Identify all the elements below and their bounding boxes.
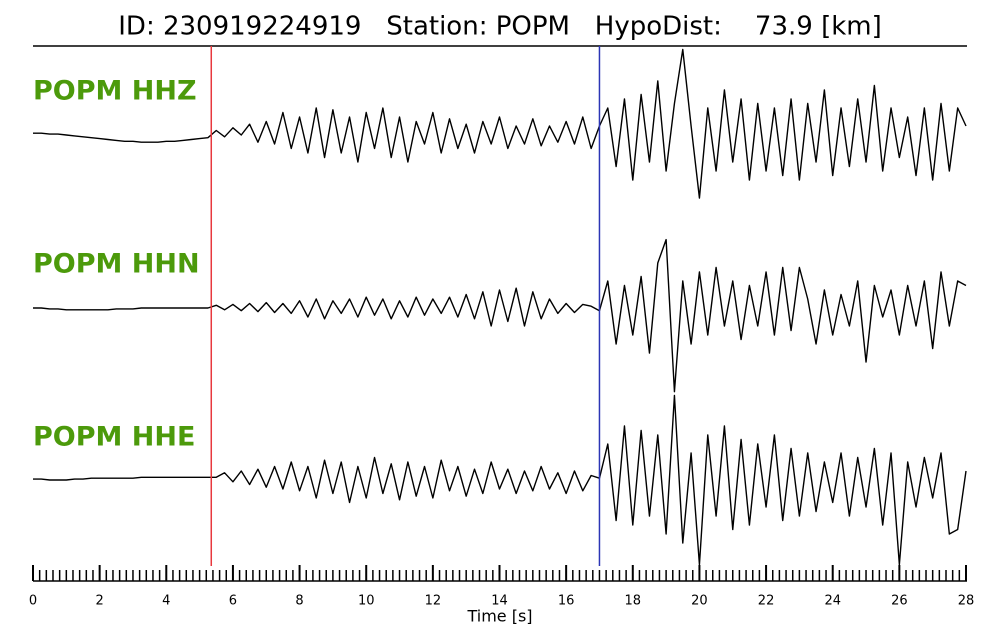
trace-label: POPM HHZ [33,76,197,107]
waveform [33,394,967,566]
x-tick-label: 12 [425,594,442,609]
x-tick-label: 2 [96,594,104,609]
trace-label: POPM HHE [33,422,195,453]
x-tick-label: 0 [29,594,37,609]
x-tick-label: 4 [162,594,170,609]
chart-title: ID: 230919224919 Station: POPM HypoDist:… [118,12,882,42]
x-tick-label: 14 [491,594,508,609]
x-tick-label: 24 [824,594,841,609]
trace-label: POPM HHN [33,249,200,280]
waveform [33,48,967,199]
x-tick-label: 26 [891,594,908,609]
x-tick-label: 6 [229,594,237,609]
x-tick-label: 22 [758,594,775,609]
waveform [33,238,967,393]
x-tick-label: 8 [295,594,303,609]
x-tick-label: 18 [625,594,642,609]
x-tick-label: 28 [958,594,975,609]
x-tick-label: 10 [358,594,375,609]
x-axis-label: Time [s] [466,607,532,626]
x-tick-label: 20 [691,594,708,609]
x-tick-label: 16 [558,594,575,609]
